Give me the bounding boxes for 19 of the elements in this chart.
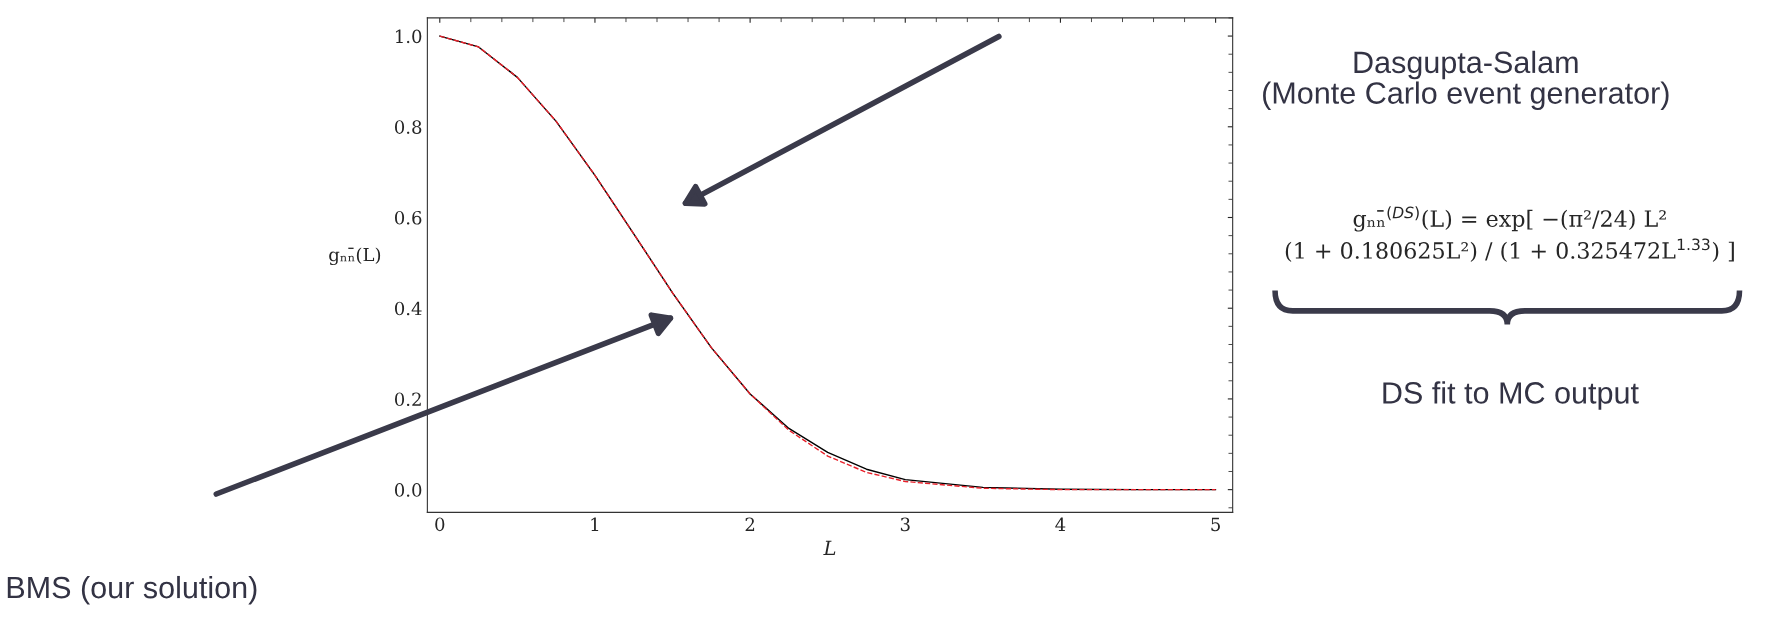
y-axis-title: gₙₙ̄(L) [329, 247, 381, 266]
x-tick-label: 0 [435, 517, 445, 532]
x-tick-label: 1 [591, 517, 599, 531]
x-axis-title: L [823, 540, 836, 555]
x-tick-label: 2 [745, 517, 755, 531]
y-tick-label: 1.0 [396, 29, 422, 44]
text: DS fit to MC output [1383, 381, 1639, 410]
y-tick-label: 0.2 [394, 392, 421, 407]
y-tick-label: 0.8 [394, 120, 422, 134]
x-tick-label: 5 [1211, 517, 1220, 532]
text: Dasgupta-Salam (Monte Carlo event generator) [1263, 50, 1669, 110]
x-tick-label: 3 [900, 517, 910, 532]
line-series [439, 35, 1217, 491]
y-tick-label: 0.4 [394, 301, 422, 316]
text: BMS (our solution) [7, 575, 257, 605]
y-tick-label: 0.6 [394, 210, 422, 225]
x-tick-label: 4 [1055, 517, 1066, 531]
y-tick-label: 0.0 [394, 483, 422, 497]
text: gₙₙ̄$^{(DS)}$(L) = exp[ −(π²/24) L² (1 + 0.180625L²) / (1 + 0.325472L$^{1.33}$) ] [1285, 206, 1734, 263]
